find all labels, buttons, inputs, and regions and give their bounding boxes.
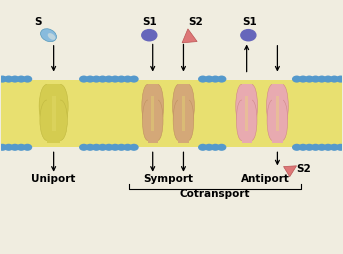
Bar (147, 84, 158, 143)
Circle shape (198, 144, 208, 151)
Circle shape (305, 144, 314, 151)
Text: Cotransport: Cotransport (180, 188, 250, 198)
Circle shape (85, 76, 95, 83)
Circle shape (110, 76, 120, 83)
Circle shape (305, 76, 314, 83)
Ellipse shape (173, 101, 184, 141)
Ellipse shape (236, 101, 247, 141)
Bar (178, 84, 189, 143)
Circle shape (330, 144, 339, 151)
Circle shape (292, 76, 301, 83)
Circle shape (317, 144, 327, 151)
Ellipse shape (184, 101, 194, 141)
Circle shape (211, 76, 220, 83)
Circle shape (117, 144, 126, 151)
Circle shape (98, 144, 107, 151)
Circle shape (92, 76, 101, 83)
Circle shape (79, 76, 88, 83)
Circle shape (311, 76, 320, 83)
Text: S1: S1 (243, 17, 258, 27)
Circle shape (241, 30, 256, 42)
Text: S2: S2 (188, 17, 203, 27)
Ellipse shape (183, 85, 194, 128)
Circle shape (23, 76, 32, 83)
Circle shape (104, 76, 114, 83)
Circle shape (117, 76, 126, 83)
Bar (151, 96, 154, 131)
Circle shape (211, 144, 220, 151)
Circle shape (217, 76, 226, 83)
Ellipse shape (40, 30, 57, 42)
Text: S: S (35, 17, 42, 27)
Circle shape (10, 144, 20, 151)
Bar (241, 84, 252, 143)
Ellipse shape (142, 85, 153, 128)
Circle shape (292, 144, 301, 151)
Polygon shape (284, 166, 297, 177)
Text: Uniport: Uniport (32, 173, 76, 183)
Ellipse shape (236, 85, 247, 128)
Circle shape (298, 144, 308, 151)
Ellipse shape (173, 85, 184, 128)
Circle shape (330, 76, 339, 83)
Bar (51, 96, 56, 131)
Circle shape (4, 76, 13, 83)
Circle shape (104, 144, 114, 151)
Circle shape (336, 76, 343, 83)
Circle shape (16, 76, 26, 83)
Text: S1: S1 (142, 17, 157, 27)
Circle shape (204, 144, 214, 151)
Circle shape (0, 76, 7, 83)
Circle shape (311, 144, 320, 151)
Circle shape (79, 144, 88, 151)
Bar (245, 96, 248, 131)
Circle shape (336, 144, 343, 151)
Circle shape (142, 30, 157, 42)
Bar (276, 96, 279, 131)
Circle shape (98, 76, 107, 83)
Ellipse shape (40, 101, 54, 141)
Circle shape (123, 144, 132, 151)
Ellipse shape (142, 101, 153, 141)
Ellipse shape (153, 101, 163, 141)
Text: Antiport: Antiport (241, 173, 290, 183)
Circle shape (10, 76, 20, 83)
Ellipse shape (53, 85, 68, 128)
Ellipse shape (267, 85, 278, 128)
Circle shape (0, 144, 7, 151)
Ellipse shape (277, 101, 288, 141)
Circle shape (129, 144, 139, 151)
Ellipse shape (48, 34, 56, 41)
Ellipse shape (277, 85, 288, 128)
Ellipse shape (246, 85, 258, 128)
Ellipse shape (267, 101, 277, 141)
Circle shape (323, 76, 333, 83)
Circle shape (129, 76, 139, 83)
Ellipse shape (54, 101, 67, 141)
Bar (182, 96, 185, 131)
Bar (272, 84, 283, 143)
Circle shape (123, 76, 132, 83)
Text: Symport: Symport (143, 173, 193, 183)
Circle shape (110, 144, 120, 151)
Circle shape (198, 76, 208, 83)
Ellipse shape (247, 101, 257, 141)
Circle shape (16, 144, 26, 151)
Circle shape (204, 76, 214, 83)
Text: S2: S2 (296, 163, 311, 173)
Circle shape (298, 76, 308, 83)
Circle shape (23, 144, 32, 151)
Circle shape (317, 76, 327, 83)
Ellipse shape (152, 85, 164, 128)
Circle shape (85, 144, 95, 151)
Ellipse shape (39, 85, 55, 128)
Circle shape (323, 144, 333, 151)
Polygon shape (182, 30, 197, 44)
Circle shape (92, 144, 101, 151)
Circle shape (217, 144, 226, 151)
Circle shape (4, 144, 13, 151)
Bar (47, 84, 60, 143)
Bar (1, 80, 342, 147)
